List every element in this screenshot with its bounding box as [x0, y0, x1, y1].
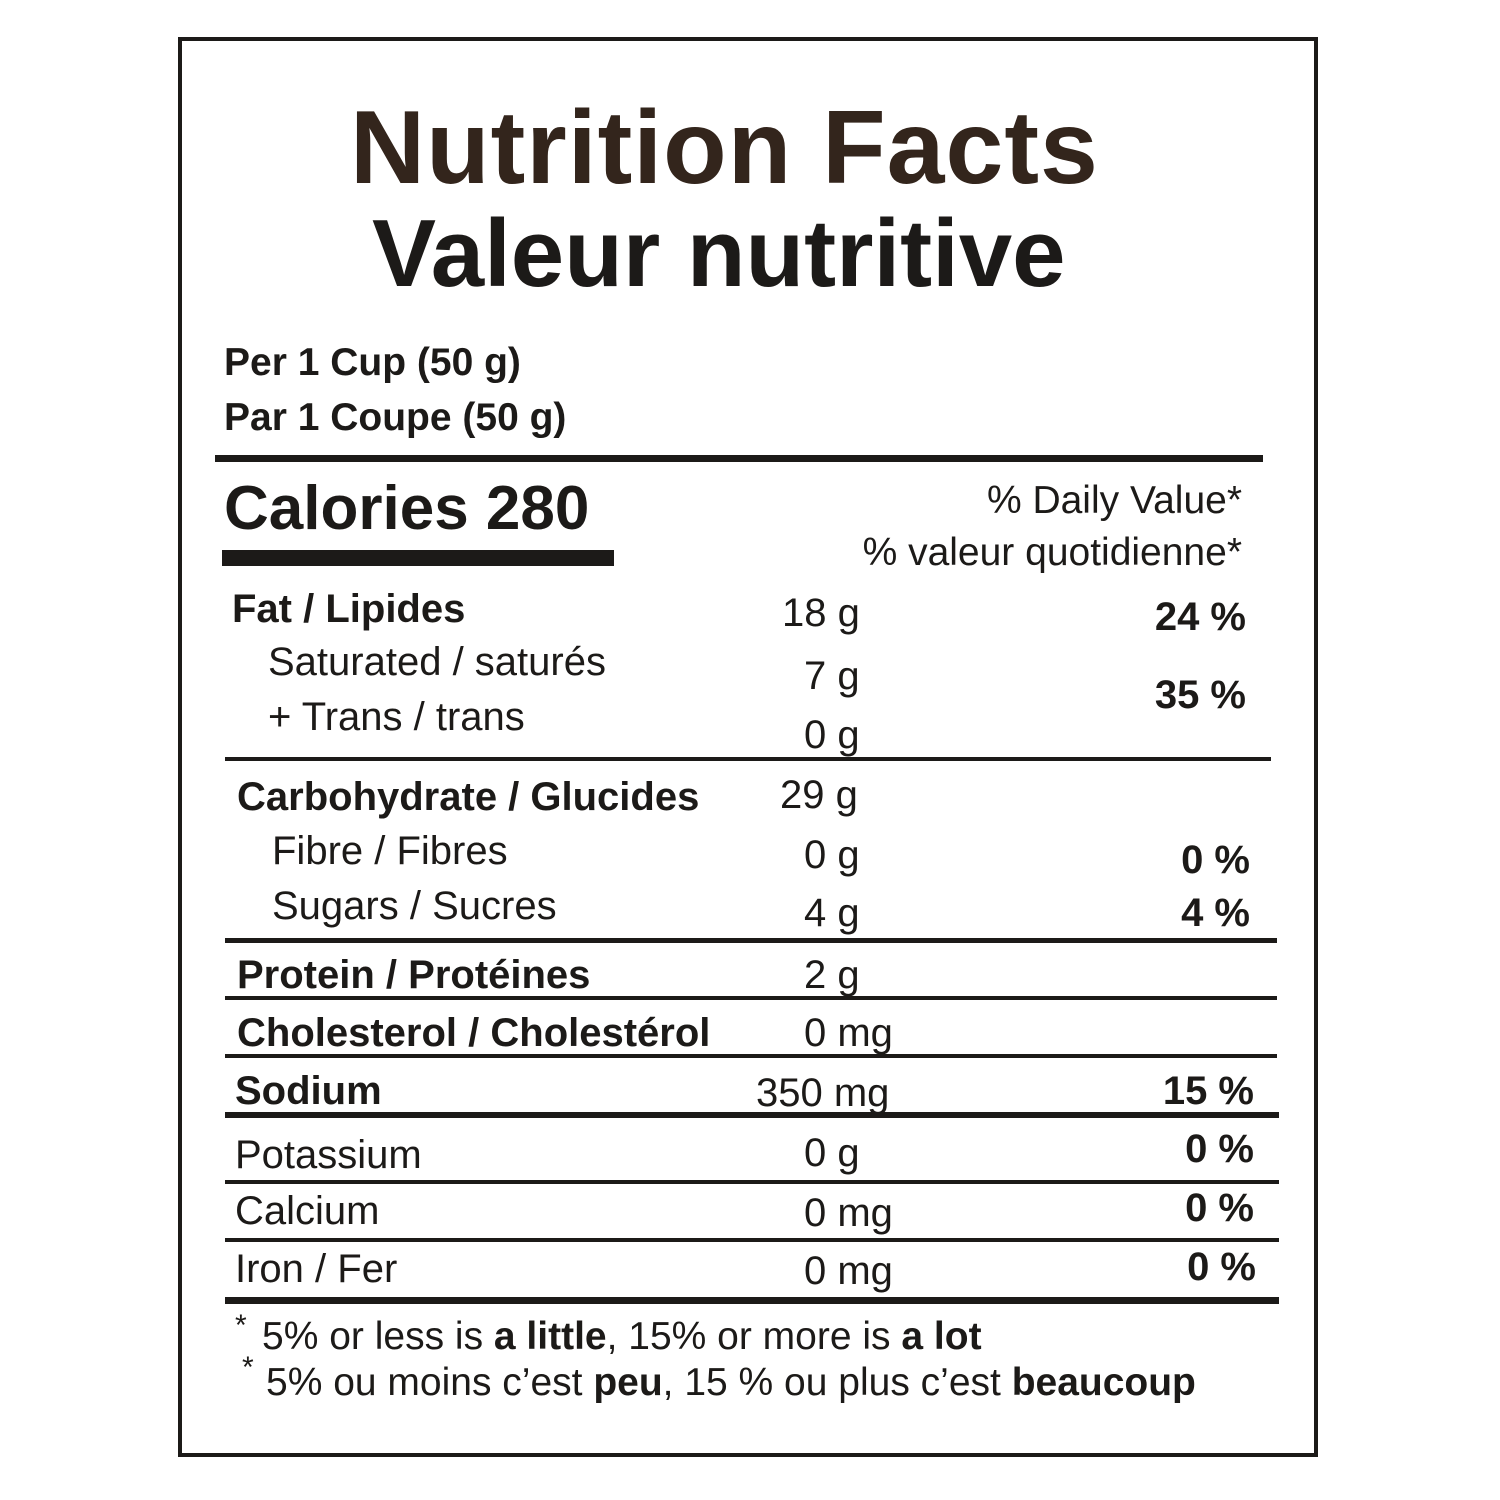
nutrition-facts-label: Nutrition Facts Valeur nutritive Per 1 C… [178, 37, 1318, 1457]
potassium-amount: 0 g [804, 1131, 860, 1175]
protein-amount: 2 g [804, 953, 860, 997]
trans-fat-label: + Trans / trans [268, 695, 525, 739]
sugars-daily-value: 4 % [1181, 891, 1250, 935]
sugars-label: Sugars / Sucres [272, 884, 557, 928]
fat-label: Fat / Lipides [232, 587, 466, 631]
calcium-label: Calcium [235, 1189, 380, 1233]
iron-divider [225, 1297, 1279, 1304]
fat-divider [225, 757, 1271, 761]
daily-value-header-french: % valeur quotidienne* [862, 531, 1242, 574]
calcium-divider [225, 1238, 1279, 1242]
footnote-asterisk-french: * [242, 1351, 254, 1384]
carbohydrate-divider [225, 938, 1277, 943]
fat-amount: 18 g [782, 591, 860, 635]
cholesterol-divider [225, 1054, 1277, 1058]
trans-fat-amount: 0 g [804, 713, 860, 757]
carbohydrate-label: Carbohydrate / Glucides [237, 775, 700, 819]
title-french: Valeur nutritive [372, 200, 1066, 307]
sodium-amount: 350 mg [756, 1071, 890, 1115]
title-english: Nutrition Facts [350, 90, 1099, 206]
calories: Calories 280 [224, 474, 590, 543]
calcium-amount: 0 mg [804, 1191, 893, 1235]
saturated-fat-label: Saturated / saturés [268, 640, 606, 684]
footnote-english-bold-1: a little [493, 1315, 607, 1358]
potassium-divider [225, 1180, 1279, 1184]
footnote-french-bold-1: peu [593, 1361, 663, 1404]
saturated-trans-daily-value: 35 % [1154, 673, 1246, 717]
iron-amount: 0 mg [804, 1249, 893, 1293]
calcium-daily-value: 0 % [1185, 1186, 1254, 1230]
calories-underline [222, 550, 614, 566]
footnote-english-text-1: 5% or less is [262, 1315, 494, 1358]
sugars-amount: 4 g [804, 891, 860, 935]
fibre-daily-value: 0 % [1181, 838, 1250, 882]
footnote-english: 5% or less is a little, 15% or more is a… [262, 1317, 982, 1356]
footnote-english-text-2: , 15% or more is [606, 1315, 902, 1358]
iron-label: Iron / Fer [235, 1247, 398, 1291]
footnote-french-text-1: 5% ou moins c’est [266, 1361, 594, 1404]
potassium-daily-value: 0 % [1185, 1127, 1254, 1171]
footnote-french: 5% ou moins c’est peu, 15 % ou plus c’es… [266, 1363, 1196, 1402]
fibre-label: Fibre / Fibres [272, 829, 508, 873]
protein-divider [225, 996, 1277, 1000]
sodium-divider [225, 1112, 1279, 1118]
carbohydrate-amount: 29 g [780, 773, 858, 817]
footnote-asterisk-english: * [235, 1309, 247, 1342]
footnote-french-text-2: , 15 % ou plus c’est [662, 1361, 1012, 1404]
sodium-label: Sodium [235, 1069, 382, 1113]
saturated-fat-amount: 7 g [804, 654, 860, 698]
fibre-amount: 0 g [804, 833, 860, 877]
cholesterol-amount: 0 mg [804, 1011, 893, 1055]
fat-daily-value: 24 % [1154, 595, 1246, 639]
serving-divider [215, 455, 1263, 462]
footnote-french-bold-2: beaucoup [1011, 1361, 1196, 1404]
sodium-daily-value: 15 % [1162, 1069, 1254, 1113]
serving-size-french: Par 1 Coupe (50 g) [224, 396, 567, 439]
protein-label: Protein / Protéines [237, 953, 591, 997]
serving-size-english: Per 1 Cup (50 g) [224, 341, 521, 384]
cholesterol-label: Cholesterol / Cholestérol [237, 1011, 711, 1055]
iron-daily-value: 0 % [1187, 1245, 1256, 1289]
daily-value-header-english: % Daily Value* [986, 479, 1242, 522]
potassium-label: Potassium [235, 1133, 422, 1177]
footnote-english-bold-2: a lot [901, 1315, 982, 1358]
